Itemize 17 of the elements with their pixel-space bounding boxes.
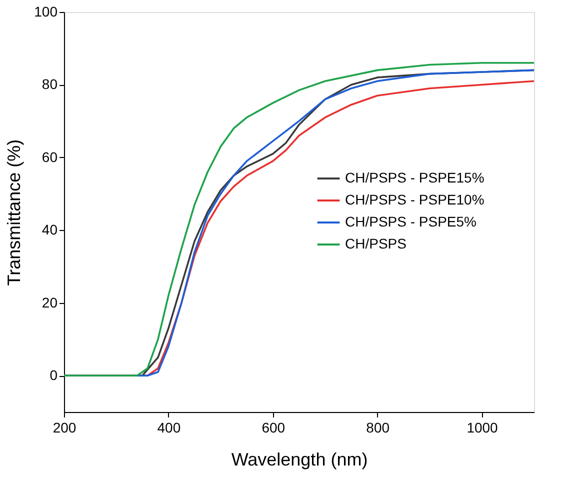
legend-label: CH/PSPS - PSPE5% (345, 214, 476, 230)
x-tick-label: 400 (157, 420, 181, 436)
legend-label: CH/PSPS - PSPE10% (345, 192, 484, 208)
legend-label: CH/PSPS - PSPE15% (345, 170, 484, 186)
y-tick-label: 60 (42, 148, 58, 165)
y-tick-label: 100 (34, 4, 58, 20)
x-axis-title: Wavelength (nm) (231, 450, 368, 470)
legend-label: CH/PSPS (345, 236, 406, 252)
y-tick-label: 80 (42, 76, 58, 92)
x-tick-label: 800 (366, 420, 390, 436)
y-axis-title: Transmittance (%) (4, 139, 24, 286)
x-tick-label: 200 (52, 420, 76, 436)
y-tick-label: 40 (42, 222, 58, 238)
x-tick-label: 1000 (466, 420, 498, 436)
x-tick-label: 600 (262, 420, 286, 436)
y-tick-label: 20 (42, 294, 58, 310)
y-tick-label: 0 (50, 367, 58, 384)
